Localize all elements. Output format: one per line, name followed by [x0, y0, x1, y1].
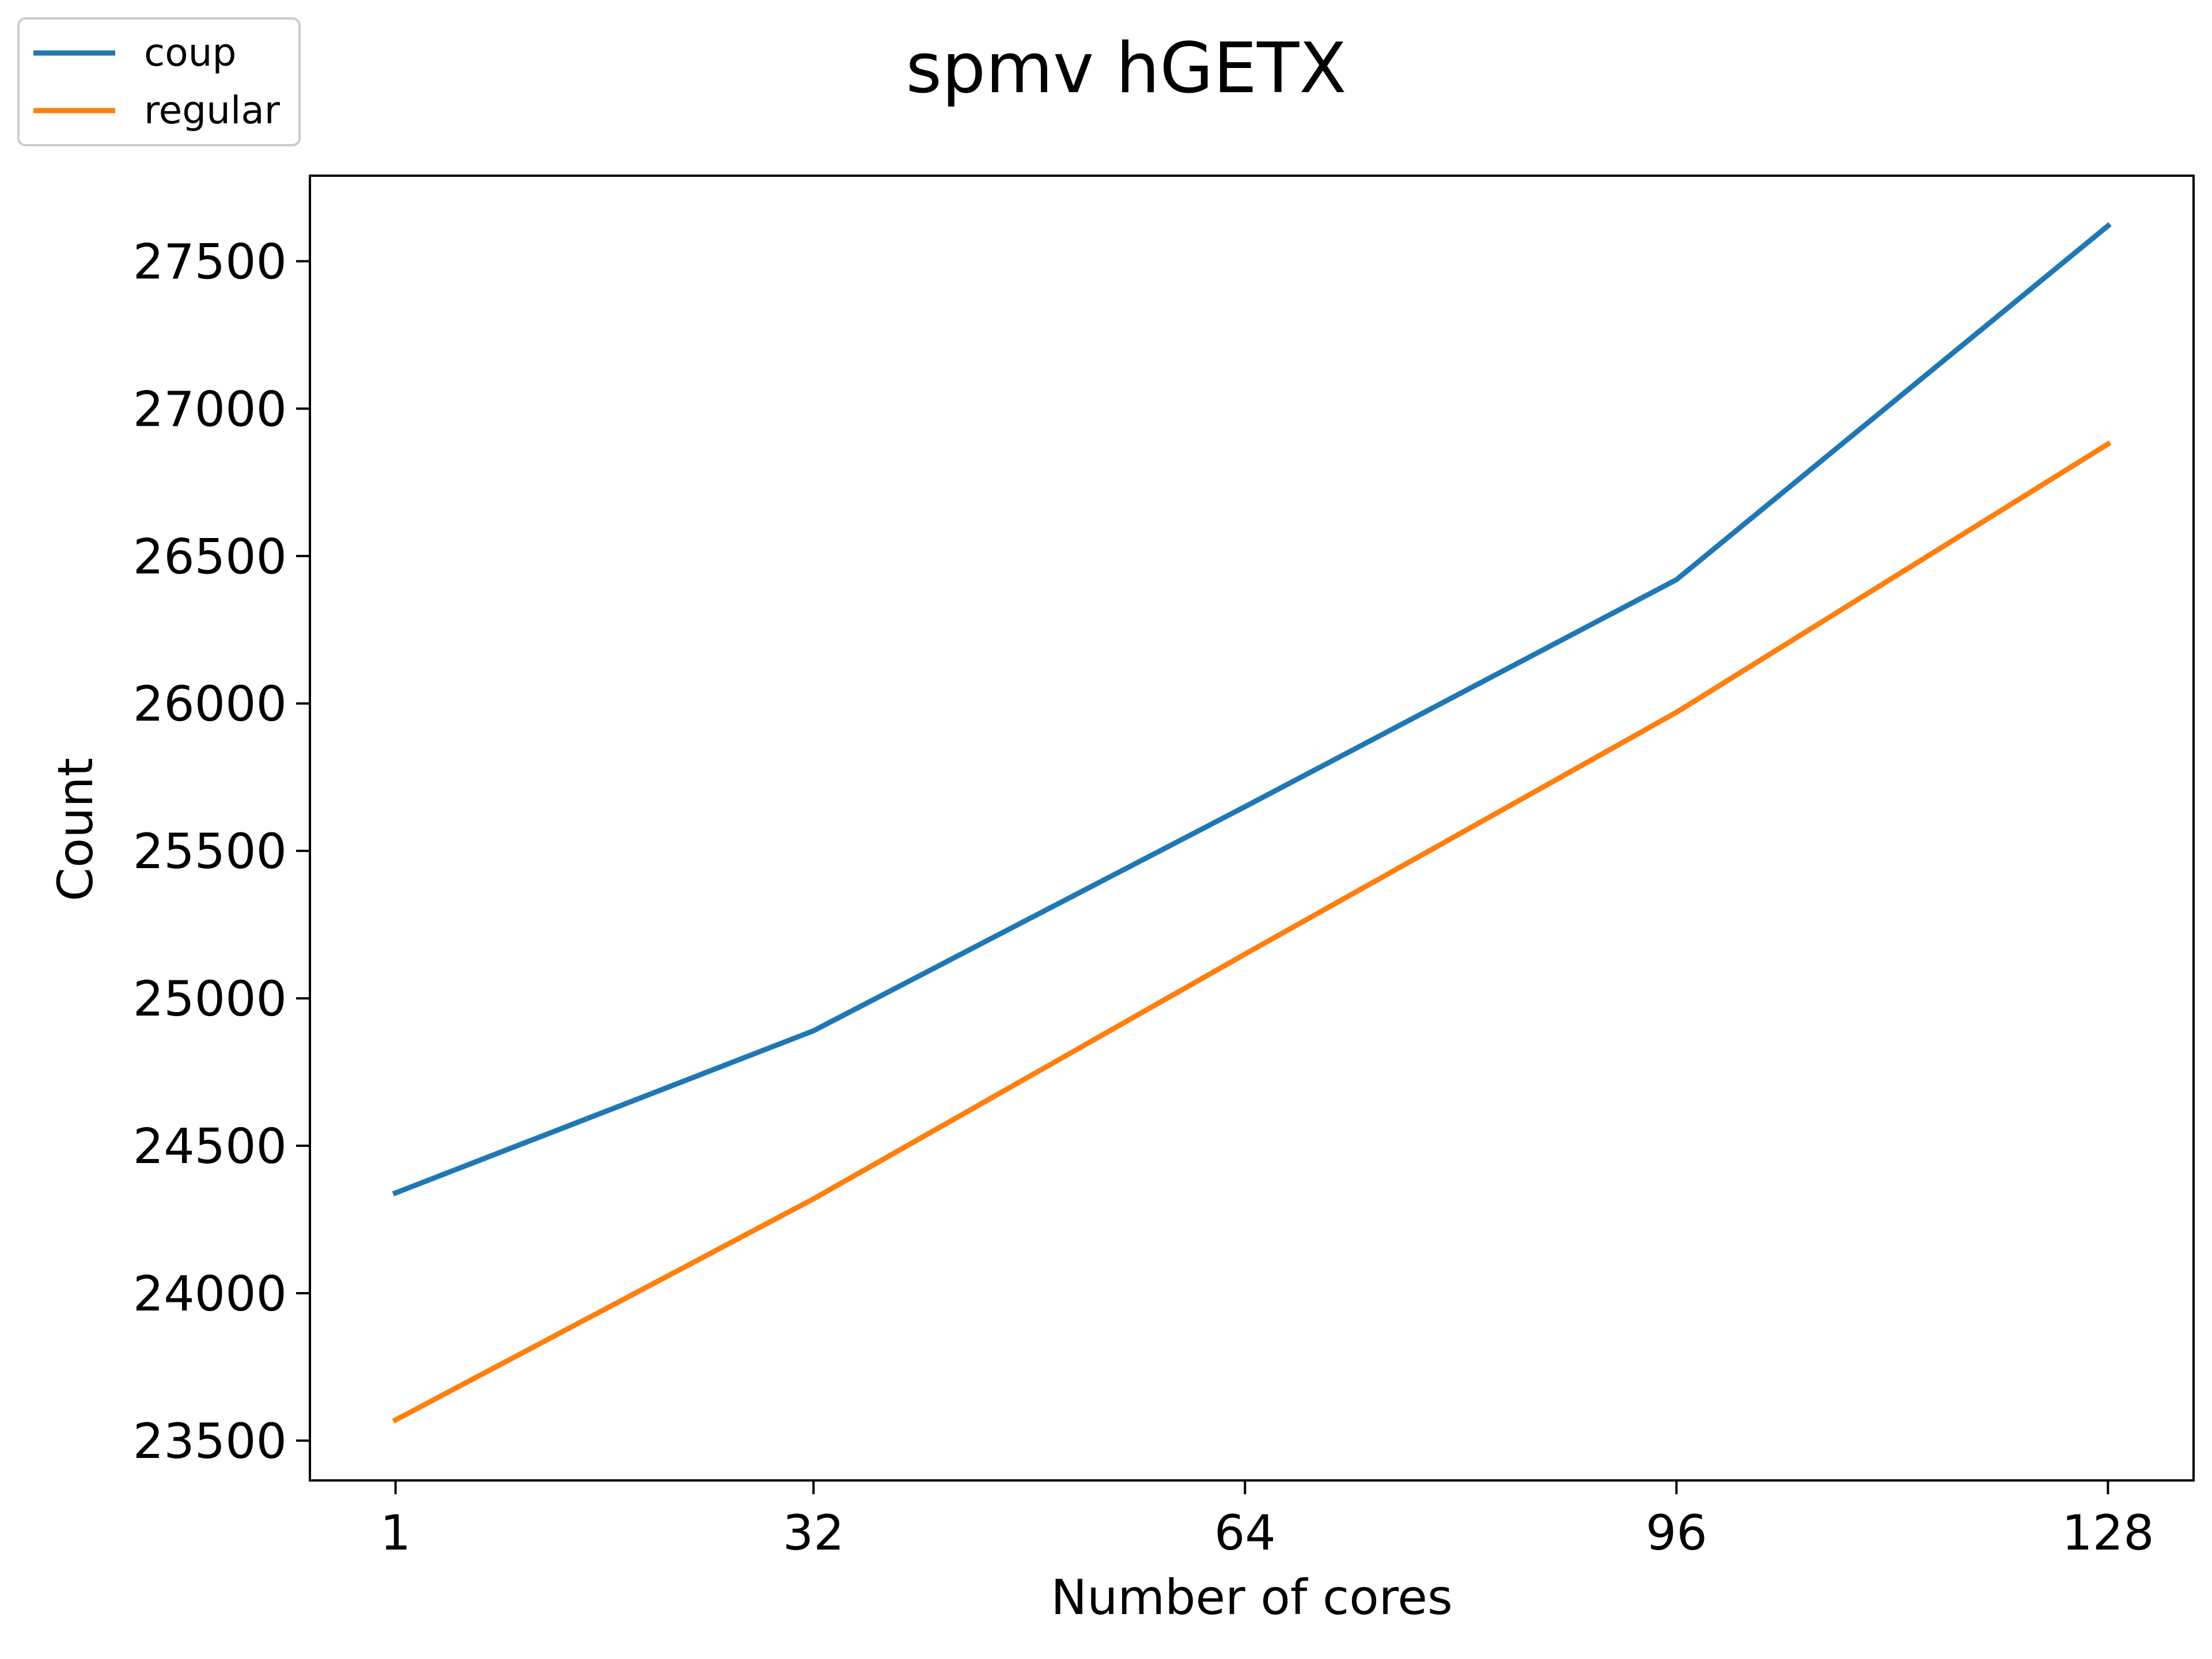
x-tick-label: 64: [1214, 1505, 1276, 1561]
y-tick-label: 27500: [133, 233, 287, 290]
x-tick-label: 1: [380, 1505, 411, 1561]
x-tick-label: 128: [2062, 1505, 2154, 1561]
y-axis-label: Count: [47, 757, 104, 901]
y-tick-label: 26000: [133, 676, 287, 732]
legend: coup regular: [17, 17, 301, 146]
legend-box: [17, 17, 301, 146]
plot-frame: [309, 175, 2195, 1482]
x-tick-label: 32: [783, 1505, 844, 1561]
series-lines: [392, 222, 2112, 1424]
y-tick-label: 23500: [133, 1413, 287, 1469]
legend-label: regular: [144, 88, 281, 132]
y-tick-label: 26500: [133, 528, 287, 585]
series-line-regular: [392, 440, 2112, 1424]
y-tick-label: 25000: [133, 971, 287, 1027]
x-axis-label: Number of cores: [1051, 1569, 1453, 1626]
x-axis-ticks: 1 32 64 96 128: [380, 1480, 2154, 1561]
y-tick-label: 27000: [133, 381, 287, 437]
x-tick-label: 96: [1646, 1505, 1707, 1561]
plot-area: [309, 175, 2195, 1482]
y-tick-label: 24500: [133, 1118, 287, 1175]
y-tick-label: 25500: [133, 823, 287, 880]
series-line-coup: [392, 222, 2112, 1196]
chart-title: spmv hGETX: [906, 29, 1346, 109]
y-tick-label: 24000: [133, 1266, 287, 1322]
legend-label: coup: [144, 31, 236, 75]
y-axis-ticks: 23500 24000 24500 25000 25500 26000 26500 27000…: [133, 233, 310, 1469]
